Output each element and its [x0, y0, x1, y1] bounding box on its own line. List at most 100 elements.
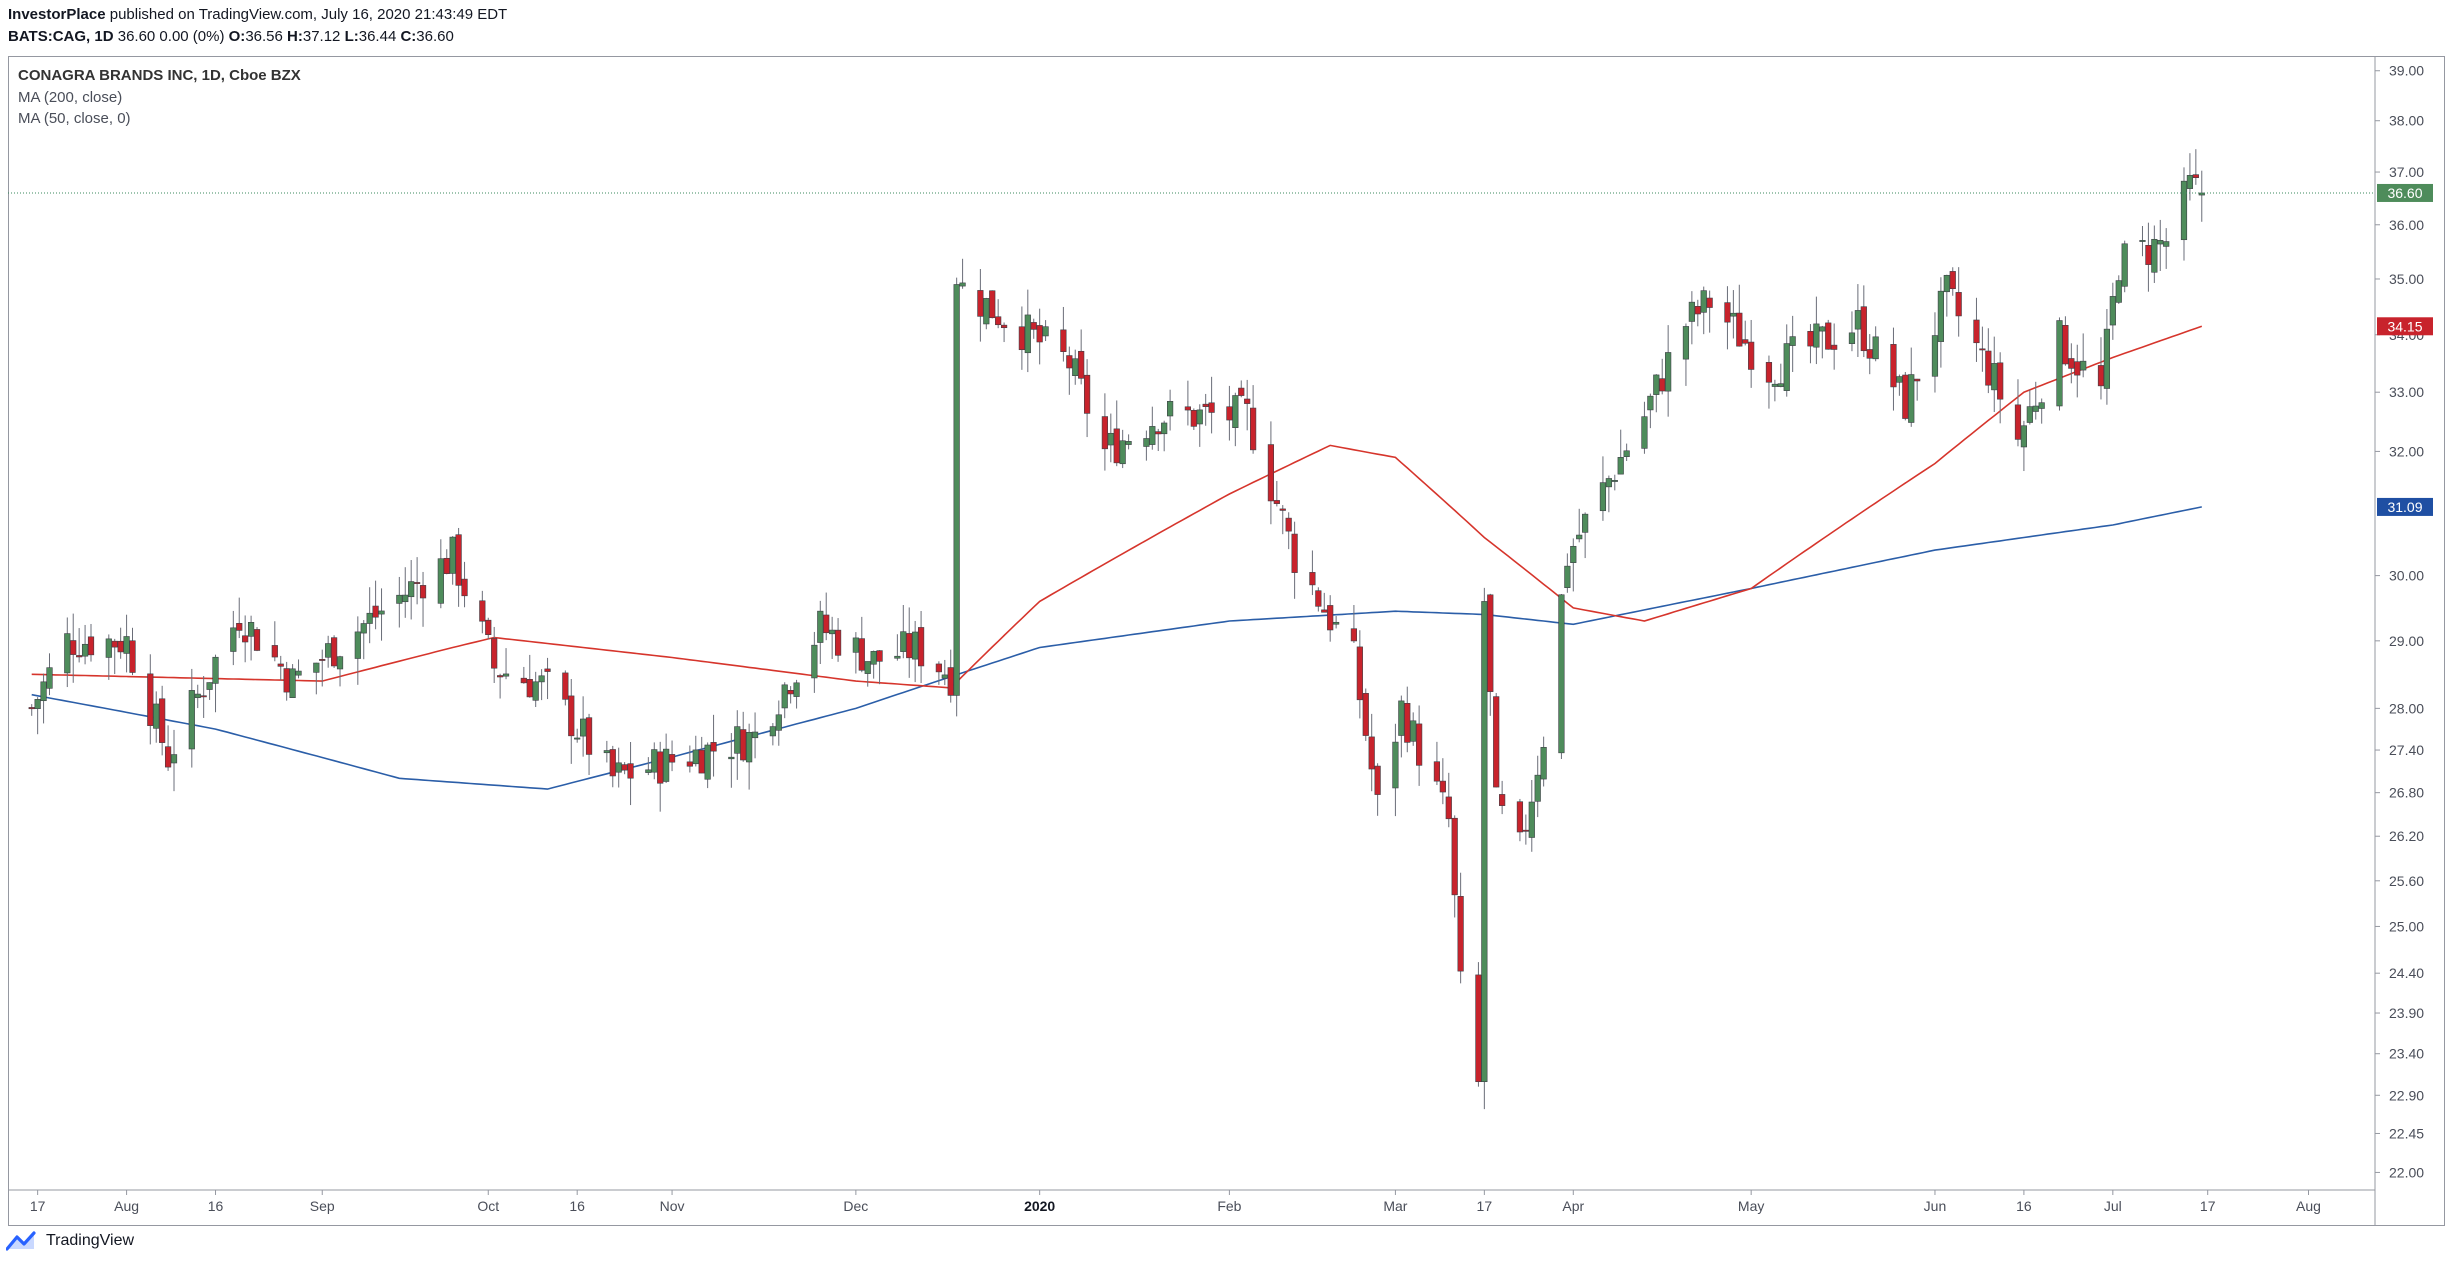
candle-up: [437, 558, 444, 604]
tradingview-logo-icon: [6, 1231, 36, 1251]
candle-down: [331, 637, 338, 667]
candle-down: [2062, 325, 2069, 365]
price-marker-badge: [2377, 317, 2433, 336]
price-axis[interactable]: 39.0038.0037.0036.0035.0034.0033.0032.00…: [2374, 56, 2433, 1226]
candle-down: [562, 672, 569, 700]
price-tick-label: 23.40: [2389, 1046, 2424, 1062]
candle-up: [751, 731, 759, 739]
candle-down: [1694, 306, 1701, 315]
candle-up: [746, 731, 753, 763]
candle-down: [1291, 533, 1298, 573]
candle-up: [194, 693, 201, 699]
candle-up: [2080, 360, 2087, 371]
candle-down: [1000, 324, 1008, 329]
candle-down: [283, 668, 290, 693]
candle-up: [188, 690, 195, 750]
candle-down: [1914, 378, 1921, 382]
candle-down: [834, 629, 842, 656]
price-tick-label: 37.00: [2389, 164, 2424, 180]
candle-up: [1937, 290, 1944, 342]
candle-up: [574, 737, 581, 740]
candle-down: [1060, 329, 1067, 352]
candle-up: [247, 622, 255, 637]
candle-up: [1813, 323, 1820, 348]
candle-up: [1167, 401, 1174, 417]
candle-up: [1872, 336, 1879, 360]
candle-down: [497, 675, 504, 678]
candle-down: [740, 729, 747, 761]
candle-up: [2139, 240, 2146, 242]
time-tick-label: 16: [569, 1198, 585, 1214]
candle-down: [1190, 410, 1197, 427]
candle-down: [2097, 365, 2105, 387]
candle-down: [544, 668, 551, 672]
candle-down: [609, 749, 616, 777]
time-tick-label: Mar: [1383, 1198, 1407, 1214]
candle-down: [1522, 829, 1529, 832]
candle-down: [1327, 605, 1334, 631]
high-value: 37.12: [302, 28, 345, 45]
tradingview-branding[interactable]: TradingView: [6, 1231, 134, 1251]
candle-down: [1516, 801, 1524, 833]
candle-down: [1309, 572, 1316, 586]
candle-up: [1196, 409, 1203, 425]
candle-up: [1611, 480, 1618, 482]
candle-up: [402, 594, 409, 603]
low-label: L:: [344, 28, 359, 45]
candle-down: [1487, 594, 1494, 692]
candle-down: [1433, 761, 1441, 782]
candle-up: [1564, 565, 1571, 588]
candle-up: [728, 756, 735, 760]
open-label: O:: [228, 28, 246, 45]
candle-up: [580, 718, 587, 737]
candle-down: [1973, 319, 1980, 344]
candle-up: [811, 644, 818, 679]
candle-down: [1078, 350, 1085, 379]
price-tick-label: 24.40: [2389, 965, 2424, 981]
candle-up: [1333, 621, 1340, 625]
time-tick-label: Sep: [310, 1198, 335, 1214]
candle-down: [1955, 292, 1962, 317]
candle-up: [1398, 700, 1405, 736]
candle-down: [568, 695, 575, 737]
price-tick-label: 22.00: [2389, 1164, 2424, 1180]
candle-up: [2026, 406, 2033, 423]
candle-down: [710, 742, 717, 752]
candle-down: [1831, 344, 1838, 350]
price-tick-label: 22.45: [2389, 1125, 2424, 1141]
candle-up: [170, 754, 178, 764]
candle-down: [1273, 500, 1280, 504]
candle-down: [698, 749, 705, 774]
candle-up: [2020, 425, 2027, 448]
candle-up: [704, 744, 711, 780]
ticker-info: BATS:CAG, 1D 36.60 0.00 (0%) O:36.56 H:3…: [8, 28, 454, 45]
time-tick-label: Jul: [2104, 1198, 2122, 1214]
candle-up: [1392, 741, 1399, 789]
ma200-line: [31, 506, 2202, 790]
candle-down: [1416, 723, 1423, 766]
candle-down: [1368, 736, 1375, 770]
candle-up: [651, 749, 658, 773]
candle-up: [1410, 720, 1417, 742]
candle-down: [906, 633, 913, 659]
candle-down: [236, 623, 243, 631]
candle-down: [989, 290, 996, 319]
time-axis[interactable]: 17 Aug 16 Sep Oct 16 Nov Dec 2020 Feb Mar 17 Apr May J…: [8, 1189, 2375, 1214]
candle-down: [1439, 780, 1446, 793]
price-marker-badge: [2377, 497, 2433, 516]
price-tick-label: 27.40: [2389, 742, 2424, 758]
candle-up: [1570, 545, 1577, 563]
candle-down: [1066, 355, 1073, 369]
price-marker-label: 31.09: [2387, 499, 2422, 515]
candle-down: [668, 754, 676, 763]
time-tick-label: 16: [2016, 1198, 2032, 1214]
candle-down: [129, 640, 136, 673]
candle-down: [87, 636, 95, 656]
time-tick-label: Aug: [114, 1198, 139, 1214]
time-tick-label: 17: [1477, 1198, 1493, 1214]
candle-down: [164, 746, 172, 768]
close-value: 36.60: [416, 28, 454, 45]
candle-up: [2056, 320, 2063, 407]
candle-down: [1493, 696, 1500, 788]
